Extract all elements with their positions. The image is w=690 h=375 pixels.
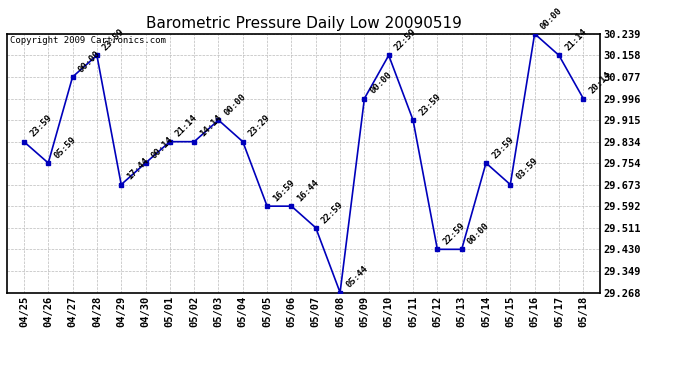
- Text: 22:59: 22:59: [442, 221, 467, 246]
- Text: 00:14: 00:14: [150, 135, 175, 160]
- Text: 22:59: 22:59: [320, 200, 345, 225]
- Title: Barometric Pressure Daily Low 20090519: Barometric Pressure Daily Low 20090519: [146, 16, 462, 31]
- Text: 03:59: 03:59: [515, 156, 540, 182]
- Text: Copyright 2009 Cartronics.com: Copyright 2009 Cartronics.com: [10, 36, 166, 45]
- Text: 23:29: 23:29: [247, 114, 273, 139]
- Text: 23:59: 23:59: [490, 135, 515, 160]
- Text: 17:44: 17:44: [126, 156, 150, 182]
- Text: 00:00: 00:00: [223, 92, 248, 117]
- Text: 16:44: 16:44: [295, 178, 321, 203]
- Text: 00:00: 00:00: [539, 6, 564, 31]
- Text: 00:00: 00:00: [368, 70, 394, 96]
- Text: 00:00: 00:00: [466, 221, 491, 246]
- Text: 23:59: 23:59: [28, 114, 53, 139]
- Text: 14:14: 14:14: [198, 114, 224, 139]
- Text: 05:44: 05:44: [344, 264, 370, 290]
- Text: 00:00: 00:00: [77, 49, 102, 74]
- Text: 22:59: 22:59: [393, 27, 418, 53]
- Text: 23:59: 23:59: [101, 27, 126, 53]
- Text: 16:59: 16:59: [271, 178, 297, 203]
- Text: 21:14: 21:14: [174, 114, 199, 139]
- Text: 20:14: 20:14: [587, 70, 613, 96]
- Text: 21:14: 21:14: [563, 27, 589, 53]
- Text: 23:59: 23:59: [417, 92, 442, 117]
- Text: 05:59: 05:59: [52, 135, 78, 160]
